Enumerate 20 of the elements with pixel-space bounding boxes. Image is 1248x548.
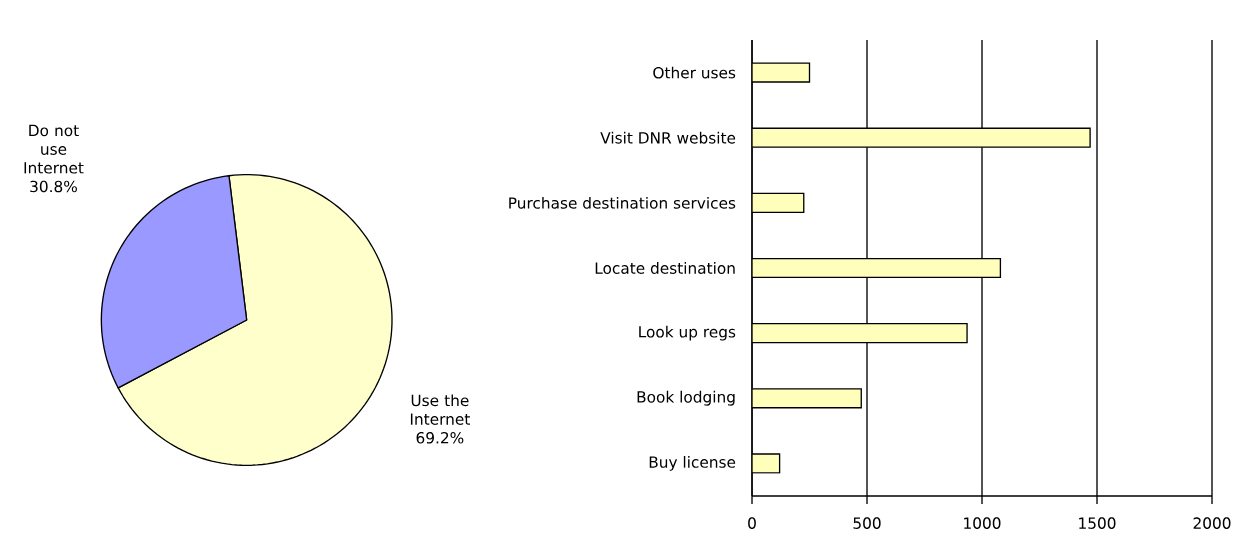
y-tick-label: Buy license [649,456,736,471]
y-tick-label: Book lodging [637,390,735,406]
bar [752,257,1002,279]
data-label: 69.2% [416,431,464,444]
y-tick-label: Purchase destination services [509,196,736,209]
y-tick-label: Visit DNR website [600,131,736,144]
x-tick-label: 500 [853,517,881,529]
bar [752,323,968,344]
bar [752,388,862,409]
slice-label: Do not use Internet [24,124,84,174]
y-tick-label: Locate destination [595,262,735,274]
slice-label: Use the Internet [410,394,470,425]
x-tick-label: 1000 [964,517,1001,529]
y-tick-label: Look up regs [639,325,736,341]
x-tick-label: 0 [748,517,756,529]
y-tick-label: Other uses [653,66,736,79]
x-tick-label: 2000 [1193,517,1231,529]
bar [752,192,805,213]
x-tick-label: 1500 [1079,517,1116,529]
data-label: 30.8% [30,180,77,193]
